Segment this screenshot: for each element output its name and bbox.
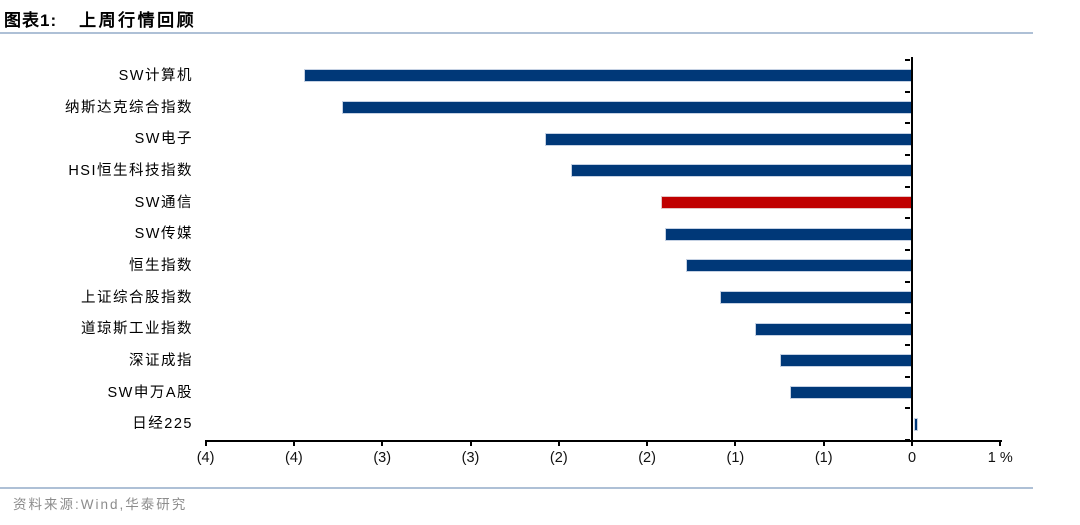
category-label: SW传媒 bbox=[134, 226, 193, 243]
category-axis-tick bbox=[905, 122, 910, 125]
x-tick-label: 0 bbox=[907, 450, 917, 466]
bar bbox=[779, 354, 912, 368]
category-axis-tick bbox=[905, 312, 910, 315]
x-tick-label: (2) bbox=[638, 450, 656, 466]
bar bbox=[790, 386, 912, 399]
bar bbox=[304, 69, 912, 83]
bar bbox=[754, 322, 912, 336]
category-axis-tick bbox=[905, 154, 910, 156]
category-axis-tick bbox=[905, 59, 910, 61]
bar bbox=[719, 291, 912, 304]
category-axis-tick bbox=[905, 217, 910, 220]
figure-title: 上周行情回顾 bbox=[79, 11, 197, 30]
x-tick-label: (4) bbox=[285, 450, 303, 466]
x-tick-label: (3) bbox=[461, 450, 480, 466]
x-tick-label: 1 % bbox=[987, 450, 1013, 466]
figure-header: 图表1: 上周行情回顾 bbox=[4, 6, 196, 32]
x-axis-tick bbox=[381, 440, 384, 446]
category-axis-tick bbox=[905, 407, 910, 410]
category-axis-tick bbox=[905, 344, 910, 346]
bar bbox=[685, 259, 912, 273]
x-axis-tick bbox=[822, 440, 825, 446]
x-axis-tick bbox=[646, 440, 649, 446]
category-label: 道琼斯工业指数 bbox=[81, 321, 193, 338]
x-axis-tick bbox=[999, 440, 1002, 446]
bar bbox=[341, 101, 912, 114]
x-tick-label: (3) bbox=[373, 450, 392, 466]
category-label: SW通信 bbox=[134, 194, 193, 211]
category-label: SW申万A股 bbox=[107, 384, 193, 401]
footer-rule bbox=[0, 487, 1033, 489]
category-label: 深证成指 bbox=[129, 352, 193, 369]
header-rule bbox=[0, 32, 1033, 34]
source-note: 资料来源:Wind,华泰研究 bbox=[13, 497, 188, 512]
category-label: 纳斯达克综合指数 bbox=[65, 99, 193, 116]
x-axis-tick bbox=[734, 440, 737, 446]
x-axis-tick bbox=[911, 440, 913, 446]
bar bbox=[544, 132, 912, 146]
x-axis-tick bbox=[204, 440, 207, 446]
x-axis-tick bbox=[557, 440, 560, 446]
x-axis-tick bbox=[469, 440, 472, 446]
category-label: 日经225 bbox=[132, 416, 193, 433]
x-tick-label: (4) bbox=[196, 450, 215, 466]
category-label: SW计算机 bbox=[118, 67, 193, 84]
figure-number: 图表1: bbox=[4, 11, 58, 30]
category-axis-tick bbox=[905, 185, 910, 188]
x-tick-label: (2) bbox=[549, 450, 568, 466]
category-label: SW电子 bbox=[134, 131, 193, 148]
bar bbox=[914, 417, 918, 431]
category-label: HSI恒生科技指数 bbox=[68, 162, 193, 179]
bar bbox=[664, 227, 912, 241]
category-axis-tick bbox=[905, 249, 910, 251]
x-axis-tick bbox=[292, 440, 295, 446]
category-axis-tick bbox=[905, 375, 910, 378]
x-tick-label: (1) bbox=[814, 450, 833, 466]
x-tick-label: (1) bbox=[726, 450, 745, 466]
category-label: 恒生指数 bbox=[129, 257, 193, 274]
category-axis-tick bbox=[905, 280, 910, 283]
category-axis-tick bbox=[905, 90, 910, 93]
bar bbox=[571, 164, 912, 178]
bar-highlight bbox=[661, 196, 912, 209]
value-axis-line bbox=[911, 57, 913, 440]
x-axis-line bbox=[205, 440, 1003, 442]
category-label: 上证综合股指数 bbox=[81, 289, 193, 306]
